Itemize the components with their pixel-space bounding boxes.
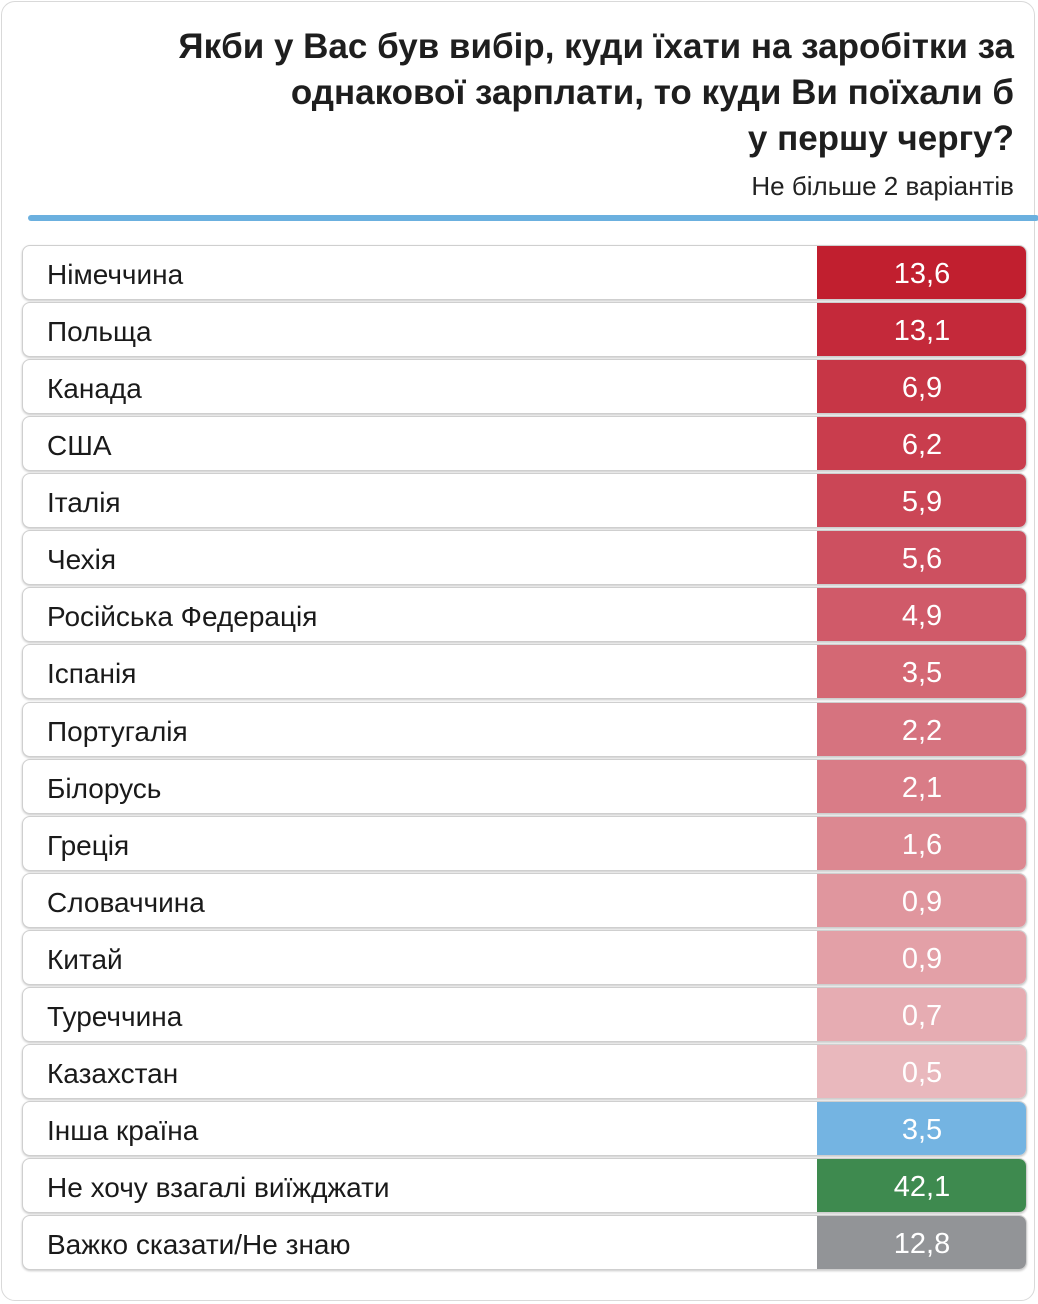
table-row: Важко сказати/Не знаю 12,8 [22, 1215, 1027, 1271]
row-label: Іспанія [47, 658, 137, 690]
row-label: Чехія [47, 544, 117, 576]
row-value-cell: 1,6 [817, 816, 1026, 870]
row-label: Греція [47, 829, 130, 861]
title-line-1: Якби у Вас був вибір, куди їхати на заро… [178, 27, 1014, 66]
row-label: Польща [47, 316, 152, 348]
row-label: Словаччина [47, 886, 205, 918]
table-row: Російська Федерація 4,9 [22, 587, 1027, 643]
row-label: Інша країна [47, 1114, 199, 1146]
row-value-cell: 6,9 [817, 360, 1026, 414]
table-row: Інша країна 3,5 [22, 1100, 1027, 1156]
row-value-cell: 2,1 [817, 759, 1026, 813]
table-row: Канада 6,9 [22, 359, 1027, 415]
row-label: Російська Федерація [47, 601, 318, 633]
row-label: Казахстан [47, 1057, 179, 1089]
row-value-cell: 42,1 [817, 1159, 1026, 1212]
table-row: Китай 0,9 [22, 929, 1027, 985]
table-row: Не хочу взагалі виїжджати 42,1 [22, 1158, 1027, 1213]
table-row: Туреччина 0,7 [22, 986, 1027, 1042]
table-row: Словаччина 0,9 [22, 872, 1027, 928]
title-line-3: у першу чергу? [747, 119, 1014, 158]
row-value-cell: 2,2 [817, 702, 1026, 756]
row-value-cell: 0,5 [817, 1044, 1026, 1098]
row-label: Китай [47, 943, 123, 975]
table-row: Португалія 2,2 [22, 701, 1027, 757]
row-label: Важко сказати/Не знаю [47, 1229, 351, 1261]
row-value-cell: 12,8 [817, 1216, 1026, 1270]
row-value-cell: 0,9 [817, 873, 1026, 927]
table-row: США 6,2 [22, 416, 1027, 472]
row-value-cell: 0,9 [817, 930, 1026, 984]
row-value-cell: 3,5 [817, 645, 1026, 699]
row-label: Не хочу взагалі виїжджати [47, 1172, 390, 1203]
table-row: Німеччина 13,6 [22, 245, 1027, 300]
row-label: США [47, 430, 112, 462]
table-row: Казахстан 0,5 [22, 1043, 1027, 1099]
chart-subtitle: Не більше 2 варіантів [751, 171, 1014, 201]
row-value-cell: 6,2 [817, 417, 1026, 471]
table-row: Греція 1,6 [22, 815, 1027, 871]
row-value-cell: 13,1 [817, 303, 1026, 357]
chart-title: Якби у Вас був вибір, куди їхати на заро… [54, 24, 1014, 162]
table-row: Чехія 5,6 [22, 530, 1027, 586]
row-value-cell: 5,9 [817, 474, 1026, 528]
row-label: Португалія [47, 715, 188, 747]
title-divider [28, 215, 1038, 221]
row-value-cell: 3,5 [817, 1101, 1026, 1155]
row-label: Туреччина [47, 1000, 183, 1032]
table-row: Іспанія 3,5 [22, 644, 1027, 700]
row-label: Білорусь [47, 772, 162, 804]
table-row: Італія 5,9 [22, 473, 1027, 529]
row-label: Канада [47, 373, 142, 405]
table-row: Польща 13,1 [22, 302, 1027, 358]
row-label: Німеччина [47, 259, 184, 290]
results-table: Німеччина 13,6 Польща 13,1 Канада 6,9 США 6,2 Іт… [22, 245, 1027, 1272]
row-label: Італія [47, 487, 121, 519]
row-value-cell: 5,6 [817, 531, 1026, 585]
title-line-2: однакової зарплати, то куди Ви поїхали б [290, 73, 1014, 112]
table-row: Білорусь 2,1 [22, 758, 1027, 814]
row-value-cell: 0,7 [817, 987, 1026, 1041]
row-value-cell: 13,6 [817, 246, 1026, 299]
row-value-cell: 4,9 [817, 588, 1026, 642]
